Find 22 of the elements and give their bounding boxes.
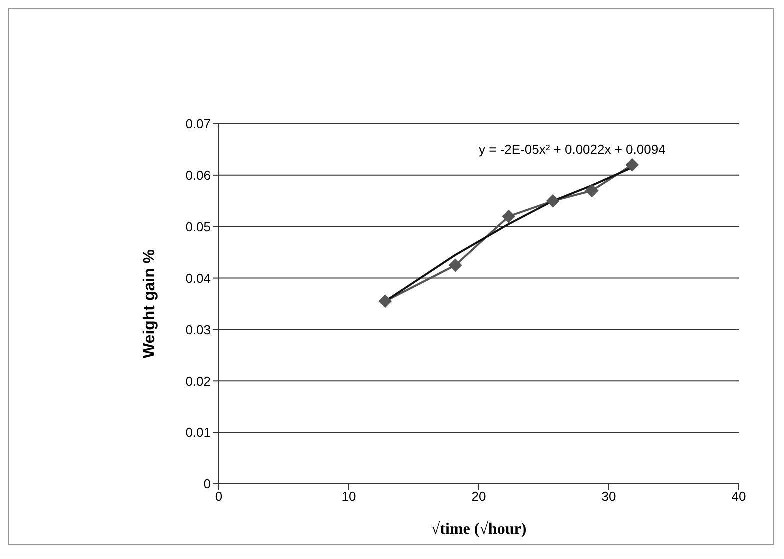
- point: [546, 194, 560, 208]
- x-tick-label: 10: [342, 489, 356, 504]
- y-tick-label: 0.05: [186, 219, 211, 234]
- y-tick-label: 0.03: [186, 322, 211, 338]
- x-tick-label: 20: [472, 489, 486, 504]
- x-axis-title: √time (√hour): [431, 521, 527, 538]
- point: [502, 210, 516, 224]
- x-tick-label: 30: [602, 489, 616, 504]
- y-tick-label: 0.02: [186, 374, 211, 389]
- y-tick-label: 0.04: [186, 270, 211, 286]
- y-tick-label: 0.01: [186, 425, 211, 440]
- y-tick-label: 0.06: [186, 168, 211, 184]
- point: [378, 294, 392, 308]
- point: [626, 158, 639, 172]
- point: [449, 258, 462, 272]
- y-tick-label: 0: [204, 476, 211, 492]
- annotation: y = -2E-05x² + 0.0022x + 0.0094: [479, 142, 666, 157]
- y-axis-title: Weight gain %: [142, 249, 159, 359]
- point: [586, 184, 599, 198]
- x-tick-label: 40: [732, 489, 746, 504]
- y-tick-label: 0.07: [186, 116, 211, 132]
- x-tick-label: 0: [215, 489, 223, 504]
